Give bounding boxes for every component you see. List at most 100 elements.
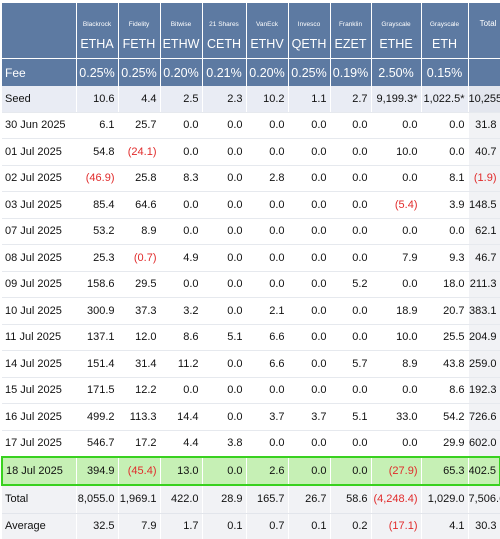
flow-cell: 0.0 bbox=[330, 165, 372, 192]
flow-cell: 1,022.5* bbox=[421, 86, 469, 113]
row-label: 16 Jul 2025 bbox=[2, 403, 77, 431]
row-label: 17 Jul 2025 bbox=[2, 430, 77, 458]
flow-cell: 113.3 bbox=[118, 403, 161, 431]
eth-etf-flow-table: Blackrock Fidelity Bitwise 21 Shares VanEck I… bbox=[1, 3, 500, 539]
flow-cell: 0.0 bbox=[202, 403, 247, 431]
flow-cell: 1,969.1 bbox=[118, 484, 161, 514]
flow-cell: 0.0 bbox=[288, 456, 331, 486]
flow-cell: 0.0 bbox=[288, 244, 331, 272]
flow-cell: 3.8 bbox=[202, 430, 247, 458]
total-cell: 383.1 bbox=[468, 297, 500, 325]
flow-cell: 499.2 bbox=[76, 403, 119, 431]
total-cell: 602.0 bbox=[468, 430, 500, 458]
ticker-header: CETH bbox=[202, 30, 247, 59]
flow-cell: 9,199.3* bbox=[371, 86, 422, 113]
row-label: 15 Jul 2025 bbox=[2, 377, 77, 404]
flow-cell: 0.0 bbox=[202, 456, 247, 486]
flow-cell: 14.4 bbox=[160, 403, 203, 431]
row-label: 08 Jul 2025 bbox=[2, 244, 77, 272]
flow-cell: (17.1) bbox=[371, 513, 422, 539]
flow-cell: 0.0 bbox=[371, 218, 422, 245]
total-cell: 46.7 bbox=[468, 244, 500, 272]
highlighted-table-row: 18 Jul 2025 394.9 (45.4) 13.0 0.0 2.6 0.0 0.0 (2… bbox=[1, 456, 500, 486]
flow-cell: 8.3 bbox=[160, 165, 203, 192]
table-row: 09 Jul 2025 158.6 29.5 0.0 0.0 0.0 0.0 5.2 0.0 18… bbox=[2, 271, 500, 298]
flow-cell: 8.9 bbox=[118, 218, 161, 245]
flow-cell: 0.0 bbox=[288, 297, 331, 325]
table-row: 01 Jul 2025 54.8 (24.1) 0.0 0.0 0.0 0.0 0.0 10.0… bbox=[2, 138, 500, 166]
fee-row: Fee 0.25% 0.25% 0.20% 0.21% 0.20% 0.25% 0.19% 2.… bbox=[2, 58, 500, 86]
etf-flows-table-screen: Blackrock Fidelity Bitwise 21 Shares VanEck I… bbox=[1, 3, 500, 539]
flow-cell: 0.0 bbox=[202, 138, 247, 166]
ticker-header: ETHW bbox=[160, 30, 203, 59]
flow-cell: 171.5 bbox=[76, 377, 119, 404]
row-label: Total bbox=[2, 484, 77, 514]
flow-cell: 3.2 bbox=[160, 297, 203, 325]
row-label: 14 Jul 2025 bbox=[2, 350, 77, 378]
flow-cell: 8.6 bbox=[421, 377, 469, 404]
fee-cell: 0.15% bbox=[421, 58, 469, 86]
flow-cell: 2.1 bbox=[246, 297, 289, 325]
total-cell: 30.3 bbox=[468, 513, 500, 539]
fee-cell: 2.50% bbox=[371, 58, 422, 86]
table-row: 30 Jun 2025 6.1 25.7 0.0 0.0 0.0 0.0 0.0 0.0 0.0 3… bbox=[2, 112, 500, 139]
total-cell: 259.0 bbox=[468, 350, 500, 378]
total-cell: 148.5 bbox=[468, 191, 500, 219]
flow-cell: 25.8 bbox=[118, 165, 161, 192]
flow-cell: (0.7) bbox=[118, 244, 161, 272]
flow-cell: 0.0 bbox=[330, 244, 372, 272]
flow-cell: 165.7 bbox=[246, 484, 289, 514]
flow-cell: 0.0 bbox=[202, 218, 247, 245]
fee-label: Fee bbox=[2, 58, 77, 86]
flow-cell: 0.2 bbox=[330, 513, 372, 539]
issuer-header-row: Blackrock Fidelity Bitwise 21 Shares VanEck I… bbox=[2, 3, 500, 30]
row-label: 07 Jul 2025 bbox=[2, 218, 77, 245]
flow-cell: 0.1 bbox=[202, 513, 247, 539]
flow-cell: 0.0 bbox=[288, 271, 331, 298]
total-cell: 7,506.6 bbox=[468, 484, 500, 514]
fee-cell: 0.25% bbox=[76, 58, 119, 86]
table-row: 03 Jul 2025 85.4 64.6 0.0 0.0 0.0 0.0 0.0 (5.4) 3… bbox=[2, 191, 500, 219]
flow-cell: (4,248.4) bbox=[371, 484, 422, 514]
flow-cell: 54.8 bbox=[76, 138, 119, 166]
flow-cell: 546.7 bbox=[76, 430, 119, 458]
flow-cell: 1.7 bbox=[160, 513, 203, 539]
flow-cell: 33.0 bbox=[371, 403, 422, 431]
flow-cell: 0.0 bbox=[330, 112, 372, 139]
flow-cell: 0.0 bbox=[160, 377, 203, 404]
table-row: 10 Jul 2025 300.9 37.3 3.2 0.0 2.1 0.0 0.0 18.9 2… bbox=[2, 297, 500, 325]
flow-cell: 0.0 bbox=[421, 218, 469, 245]
flow-cell: 0.0 bbox=[330, 456, 372, 486]
corner-cell bbox=[2, 30, 77, 59]
flow-cell: 3.7 bbox=[288, 403, 331, 431]
total-cell: 62.1 bbox=[468, 218, 500, 245]
ticker-header: QETH bbox=[288, 30, 331, 59]
issuer-header: Fidelity bbox=[118, 3, 161, 30]
flow-cell: 0.0 bbox=[288, 350, 331, 378]
flow-cell: 6.1 bbox=[76, 112, 119, 139]
flow-cell: 10.0 bbox=[371, 138, 422, 166]
flow-cell: 28.9 bbox=[202, 484, 247, 514]
table-row: 02 Jul 2025 (46.9) 25.8 8.3 0.0 2.8 0.0 0.0 0.0 8… bbox=[2, 165, 500, 192]
total-row: Total 8,055.0 1,969.1 422.0 28.9 165.7 26.7 58.… bbox=[2, 484, 500, 514]
total-cell: 31.8 bbox=[468, 112, 500, 139]
flow-cell: 2.6 bbox=[246, 456, 289, 486]
flow-cell: 12.2 bbox=[118, 377, 161, 404]
flow-cell: 0.1 bbox=[288, 513, 331, 539]
flow-cell: 0.0 bbox=[421, 112, 469, 139]
issuer-header: Grayscale bbox=[421, 3, 469, 30]
flow-cell: 394.9 bbox=[76, 456, 119, 486]
flow-cell: 29.5 bbox=[118, 271, 161, 298]
flow-cell: 0.0 bbox=[160, 112, 203, 139]
table-row: 11 Jul 2025 137.1 12.0 8.6 5.1 6.6 0.0 0.0 10.0 2… bbox=[2, 324, 500, 351]
flow-cell: 0.0 bbox=[202, 112, 247, 139]
table-row: 17 Jul 2025 546.7 17.2 4.4 3.8 0.0 0.0 0.0 0.0 29… bbox=[2, 430, 500, 458]
total-cell: 726.6 bbox=[468, 403, 500, 431]
flow-cell: 9.3 bbox=[421, 244, 469, 272]
flow-cell: 5.7 bbox=[330, 350, 372, 378]
flow-cell: 4.4 bbox=[118, 86, 161, 113]
flow-cell: 26.7 bbox=[288, 484, 331, 514]
flow-cell: 151.4 bbox=[76, 350, 119, 378]
ticker-header: EZET bbox=[330, 30, 372, 59]
flow-cell: 7.9 bbox=[371, 244, 422, 272]
